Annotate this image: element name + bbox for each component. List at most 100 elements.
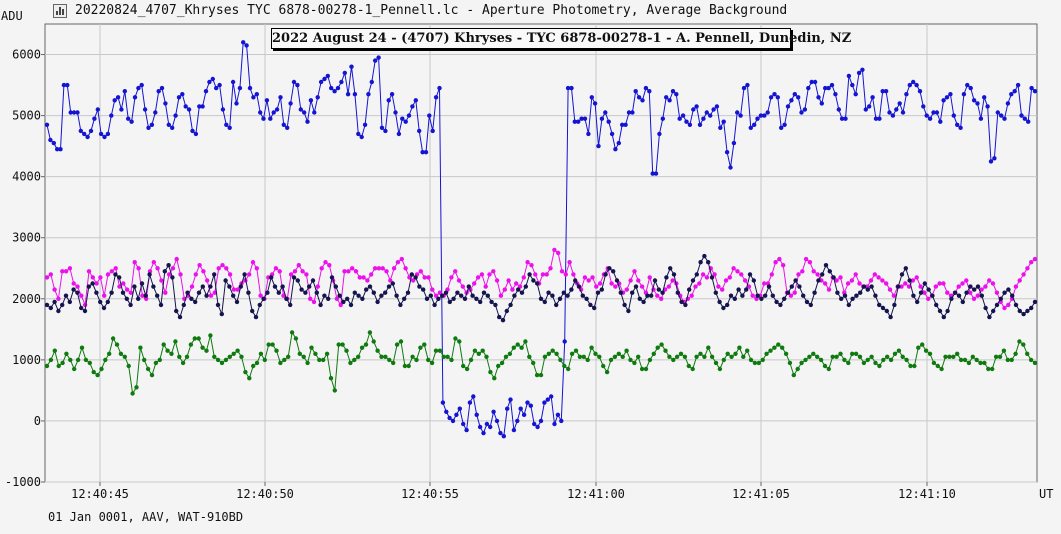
data-point (931, 110, 936, 115)
data-point (768, 95, 774, 100)
data-point (60, 269, 65, 274)
data-point (752, 122, 757, 128)
data-point (877, 302, 882, 308)
data-point (485, 293, 490, 298)
data-point (329, 85, 334, 91)
data-point (494, 278, 500, 283)
data-point (284, 296, 289, 301)
data-point (694, 354, 699, 359)
data-point (466, 284, 471, 289)
data-point (566, 366, 571, 372)
data-point (742, 278, 748, 283)
data-point (941, 281, 946, 286)
data-point (958, 125, 963, 130)
data-point (362, 122, 368, 128)
data-point (146, 125, 151, 130)
data-point (728, 293, 734, 298)
x-tick-label: 12:40:55 (401, 487, 459, 501)
data-point (44, 363, 50, 369)
data-point (827, 269, 832, 274)
data-point (677, 116, 682, 121)
data-point (557, 296, 563, 301)
data-point (305, 119, 310, 124)
data-point (332, 89, 337, 94)
data-point (830, 354, 835, 359)
data-point (867, 104, 872, 109)
data-point (819, 101, 824, 106)
data-point (181, 302, 186, 308)
data-point (745, 348, 750, 353)
data-point (780, 345, 785, 350)
bar-chart-icon[interactable] (53, 4, 67, 18)
y-tick-label: -1000 (5, 475, 41, 489)
data-point (346, 269, 351, 274)
data-point (366, 92, 371, 97)
data-point (860, 67, 865, 73)
data-point (436, 296, 441, 301)
data-point (986, 366, 991, 372)
data-point (231, 287, 237, 292)
data-point (386, 284, 392, 289)
data-point (826, 85, 831, 91)
data-point (467, 400, 473, 405)
data-point (612, 354, 618, 359)
data-point (516, 287, 521, 292)
data-point (567, 260, 572, 265)
data-point (1017, 308, 1022, 314)
data-point (55, 147, 60, 152)
series-2 (44, 247, 1038, 311)
data-point (200, 284, 205, 289)
data-point (542, 299, 547, 305)
data-point (966, 360, 972, 366)
data-point (453, 269, 458, 274)
data-point (251, 363, 256, 369)
data-point (896, 348, 902, 353)
data-point (324, 351, 330, 356)
data-point (251, 95, 256, 100)
data-point (659, 296, 664, 301)
data-point (697, 122, 703, 128)
data-point (857, 354, 863, 359)
data-point (596, 143, 601, 149)
data-point (262, 357, 267, 363)
data-point (994, 302, 1000, 308)
data-point (109, 290, 114, 295)
data-point (655, 293, 660, 298)
data-point (196, 336, 201, 341)
data-point (795, 366, 800, 372)
data-point (508, 397, 513, 402)
data-point (139, 281, 145, 286)
data-point (1006, 302, 1011, 308)
data-point (105, 299, 111, 305)
data-point (217, 82, 222, 88)
data-point (208, 284, 213, 289)
data-point (288, 101, 293, 106)
data-point (356, 354, 361, 359)
data-point (83, 357, 89, 363)
data-point (430, 287, 435, 292)
data-point (128, 302, 133, 308)
data-point (471, 394, 476, 399)
data-point (234, 101, 239, 106)
data-point (869, 354, 874, 359)
data-point (103, 357, 108, 363)
data-point (56, 363, 61, 369)
data-point (745, 82, 750, 88)
data-point (769, 272, 774, 277)
data-point (747, 272, 753, 277)
data-point (489, 299, 494, 305)
data-point (373, 58, 378, 63)
data-point (912, 363, 917, 369)
data-point (1005, 357, 1010, 363)
data-point (801, 293, 806, 298)
data-point (892, 302, 897, 308)
data-point (58, 147, 63, 152)
data-point (515, 342, 520, 347)
data-point (340, 342, 345, 347)
data-point (286, 354, 291, 359)
data-point (667, 98, 672, 103)
data-point (295, 278, 300, 283)
data-point (459, 293, 464, 298)
data-point (542, 354, 548, 359)
data-point (527, 354, 532, 359)
